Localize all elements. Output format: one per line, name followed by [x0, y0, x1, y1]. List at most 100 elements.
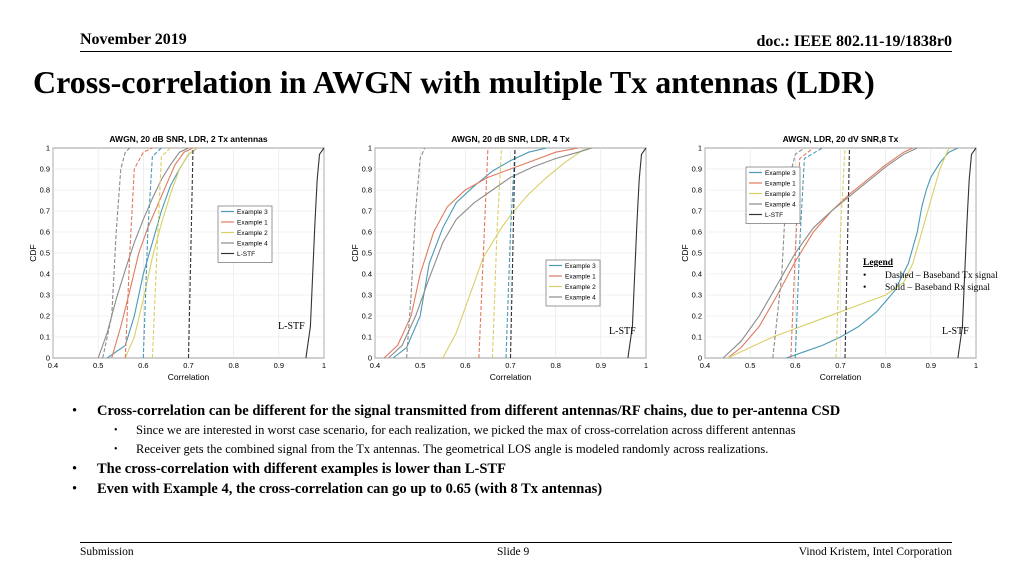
series-line-example-1-solid — [111, 147, 194, 359]
cdf-chart-4tx-svg: AWGN, 20 dB SNR, LDR, 4 Tx 0.4 0.5 0.6 0.7 0.… — [350, 134, 648, 382]
x-tick-label: 0.5 — [745, 361, 755, 370]
lstf-label-chart2: L-STF — [609, 326, 636, 337]
series-line-example-2-solid — [727, 147, 950, 359]
legend-entry: Example 4 — [765, 202, 796, 209]
y-tick-label: 0.2 — [692, 312, 702, 321]
legend: Example 3 Example 1 Example 2 Example 4 L-ST… — [745, 166, 801, 224]
y-tick-label: 0.3 — [362, 291, 372, 300]
y-tick-label: 0 — [698, 354, 702, 363]
y-tick-label: 1 — [46, 144, 50, 153]
x-tick-label: 0.8 — [550, 361, 560, 370]
series-line-example-4-solid — [388, 147, 592, 359]
y-tick-label: 0.9 — [692, 165, 702, 174]
series-line-l-stf-solid — [627, 147, 647, 359]
legend: Example 3 Example 1 Example 2 Example 4 L-ST… — [217, 205, 273, 263]
series-line-example-4-solid — [97, 147, 189, 359]
series-line-example-4-dashed — [102, 147, 131, 359]
y-tick-label: 0.6 — [692, 228, 702, 237]
y-tick-label: 0 — [46, 354, 50, 363]
x-tick-label: 0.4 — [370, 361, 380, 370]
x-tick-label: 0.7 — [835, 361, 845, 370]
x-tick-label: 1 — [322, 361, 326, 370]
legend-entry: Example 3 — [565, 263, 596, 270]
x-tick-label: 0.8 — [228, 361, 238, 370]
series-line-l-stf-solid — [305, 147, 325, 359]
series-line-example-3-dashed — [505, 147, 516, 359]
x-tick-label: 0.9 — [926, 361, 936, 370]
x-tick-label: 0.8 — [880, 361, 890, 370]
x-tick-label: 0.6 — [138, 361, 148, 370]
y-axis-label: CDF — [28, 244, 38, 261]
sub-bullet-item: • Receiver gets the combined signal from … — [114, 442, 769, 456]
y-tick-label: 0.7 — [692, 207, 702, 216]
series-line-example-2-solid — [124, 147, 198, 359]
legend-entry: Example 1 — [237, 220, 268, 227]
x-tick-label: 0.6 — [790, 361, 800, 370]
x-tick-label: 1 — [644, 361, 648, 370]
y-tick-label: 0.6 — [362, 228, 372, 237]
y-tick-label: 1 — [698, 144, 702, 153]
y-tick-label: 0.7 — [40, 207, 50, 216]
series-line-example-4-solid — [722, 147, 918, 359]
bullet-item: • Cross-correlation can be different for … — [72, 403, 841, 419]
series-line-example-3-dashed — [142, 147, 162, 359]
y-tick-label: 0.1 — [362, 333, 372, 342]
footer-author: Vinod Kristem, Intel Corporation — [798, 546, 952, 558]
cdf-chart-4tx: AWGN, 20 dB SNR, LDR, 4 Tx 0.4 0.5 0.6 0.7 0.… — [350, 130, 660, 398]
header-rule — [80, 51, 952, 52]
lstf-label-chart3: L-STF — [942, 326, 969, 337]
series-line-example-3-solid — [786, 147, 959, 359]
legend-entry: Example 4 — [565, 295, 596, 302]
series-line-example-2-solid — [442, 147, 592, 359]
chart-title: AWGN, 20 dB SNR, LDR, 4 Tx — [451, 134, 570, 144]
y-tick-label: 0.8 — [692, 186, 702, 195]
series-line-l-stf-dashed — [844, 147, 851, 359]
y-tick-label: 0.5 — [362, 249, 372, 258]
cdf-chart-8tx-svg: AWGN, LDR, 20 dV SNR,8 Tx 0.4 0.5 0.6 0.7 0.8… — [680, 134, 978, 382]
y-tick-label: 0.9 — [40, 165, 50, 174]
legend-note-heading: Legend — [863, 258, 894, 268]
series-line-example-3-dashed — [794, 147, 823, 359]
x-axis-label: Correlation — [820, 372, 862, 382]
y-tick-label: 0.4 — [692, 270, 702, 279]
series-line-l-stf-solid — [957, 147, 977, 359]
y-tick-label: 0.8 — [362, 186, 372, 195]
legend-entry: Example 3 — [765, 170, 796, 177]
y-tick-label: 0.1 — [40, 333, 50, 342]
header-date: November 2019 — [80, 31, 187, 48]
cdf-chart-2tx-svg: AWGN, 20 dB SNR, LDR, 2 Tx antennas 0.4 0.… — [28, 134, 326, 382]
y-tick-label: 1 — [368, 144, 372, 153]
y-axis-label: CDF — [350, 244, 360, 261]
y-tick-label: 0.2 — [40, 312, 50, 321]
x-axis-label: Correlation — [168, 372, 210, 382]
x-tick-label: 0.6 — [460, 361, 470, 370]
series-line-example-4-dashed — [406, 147, 426, 359]
legend-entry: Example 1 — [565, 274, 596, 281]
cdf-chart-2tx: AWGN, 20 dB SNR, LDR, 2 Tx antennas 0.4 0.… — [28, 130, 338, 398]
y-tick-label: 0.7 — [362, 207, 372, 216]
series-line-example-2-dashed — [151, 147, 171, 359]
x-tick-label: 0.9 — [596, 361, 606, 370]
series-line-example-3-solid — [392, 147, 547, 359]
series-line-l-stf-dashed — [187, 147, 194, 359]
legend-entry: Example 4 — [237, 241, 268, 248]
footer-slide-number: Slide 9 — [497, 546, 530, 558]
legend-note-item: • Dashed – Baseband Tx signal — [863, 270, 998, 281]
x-tick-label: 0.5 — [415, 361, 425, 370]
legend-entry: Example 3 — [237, 209, 268, 216]
y-tick-label: 0.9 — [362, 165, 372, 174]
legend-entry: Example 2 — [237, 230, 268, 237]
legend-entry: L-STF — [765, 212, 783, 219]
series-line-example-1-solid — [727, 147, 914, 359]
legend-entry: Example 1 — [765, 181, 796, 188]
series-line-l-stf-dashed — [509, 147, 516, 359]
x-axis-label: Correlation — [490, 372, 532, 382]
x-tick-label: 0.7 — [505, 361, 515, 370]
chart-title: AWGN, LDR, 20 dV SNR,8 Tx — [783, 134, 899, 144]
legend-note-item: • Solid – Baseband Rx signal — [863, 283, 991, 293]
y-tick-label: 0.5 — [40, 249, 50, 258]
x-tick-label: 0.4 — [48, 361, 58, 370]
bullet-item: • The cross-correlation with different ex… — [72, 461, 506, 477]
y-tick-label: 0 — [368, 354, 372, 363]
legend-box — [545, 259, 601, 307]
